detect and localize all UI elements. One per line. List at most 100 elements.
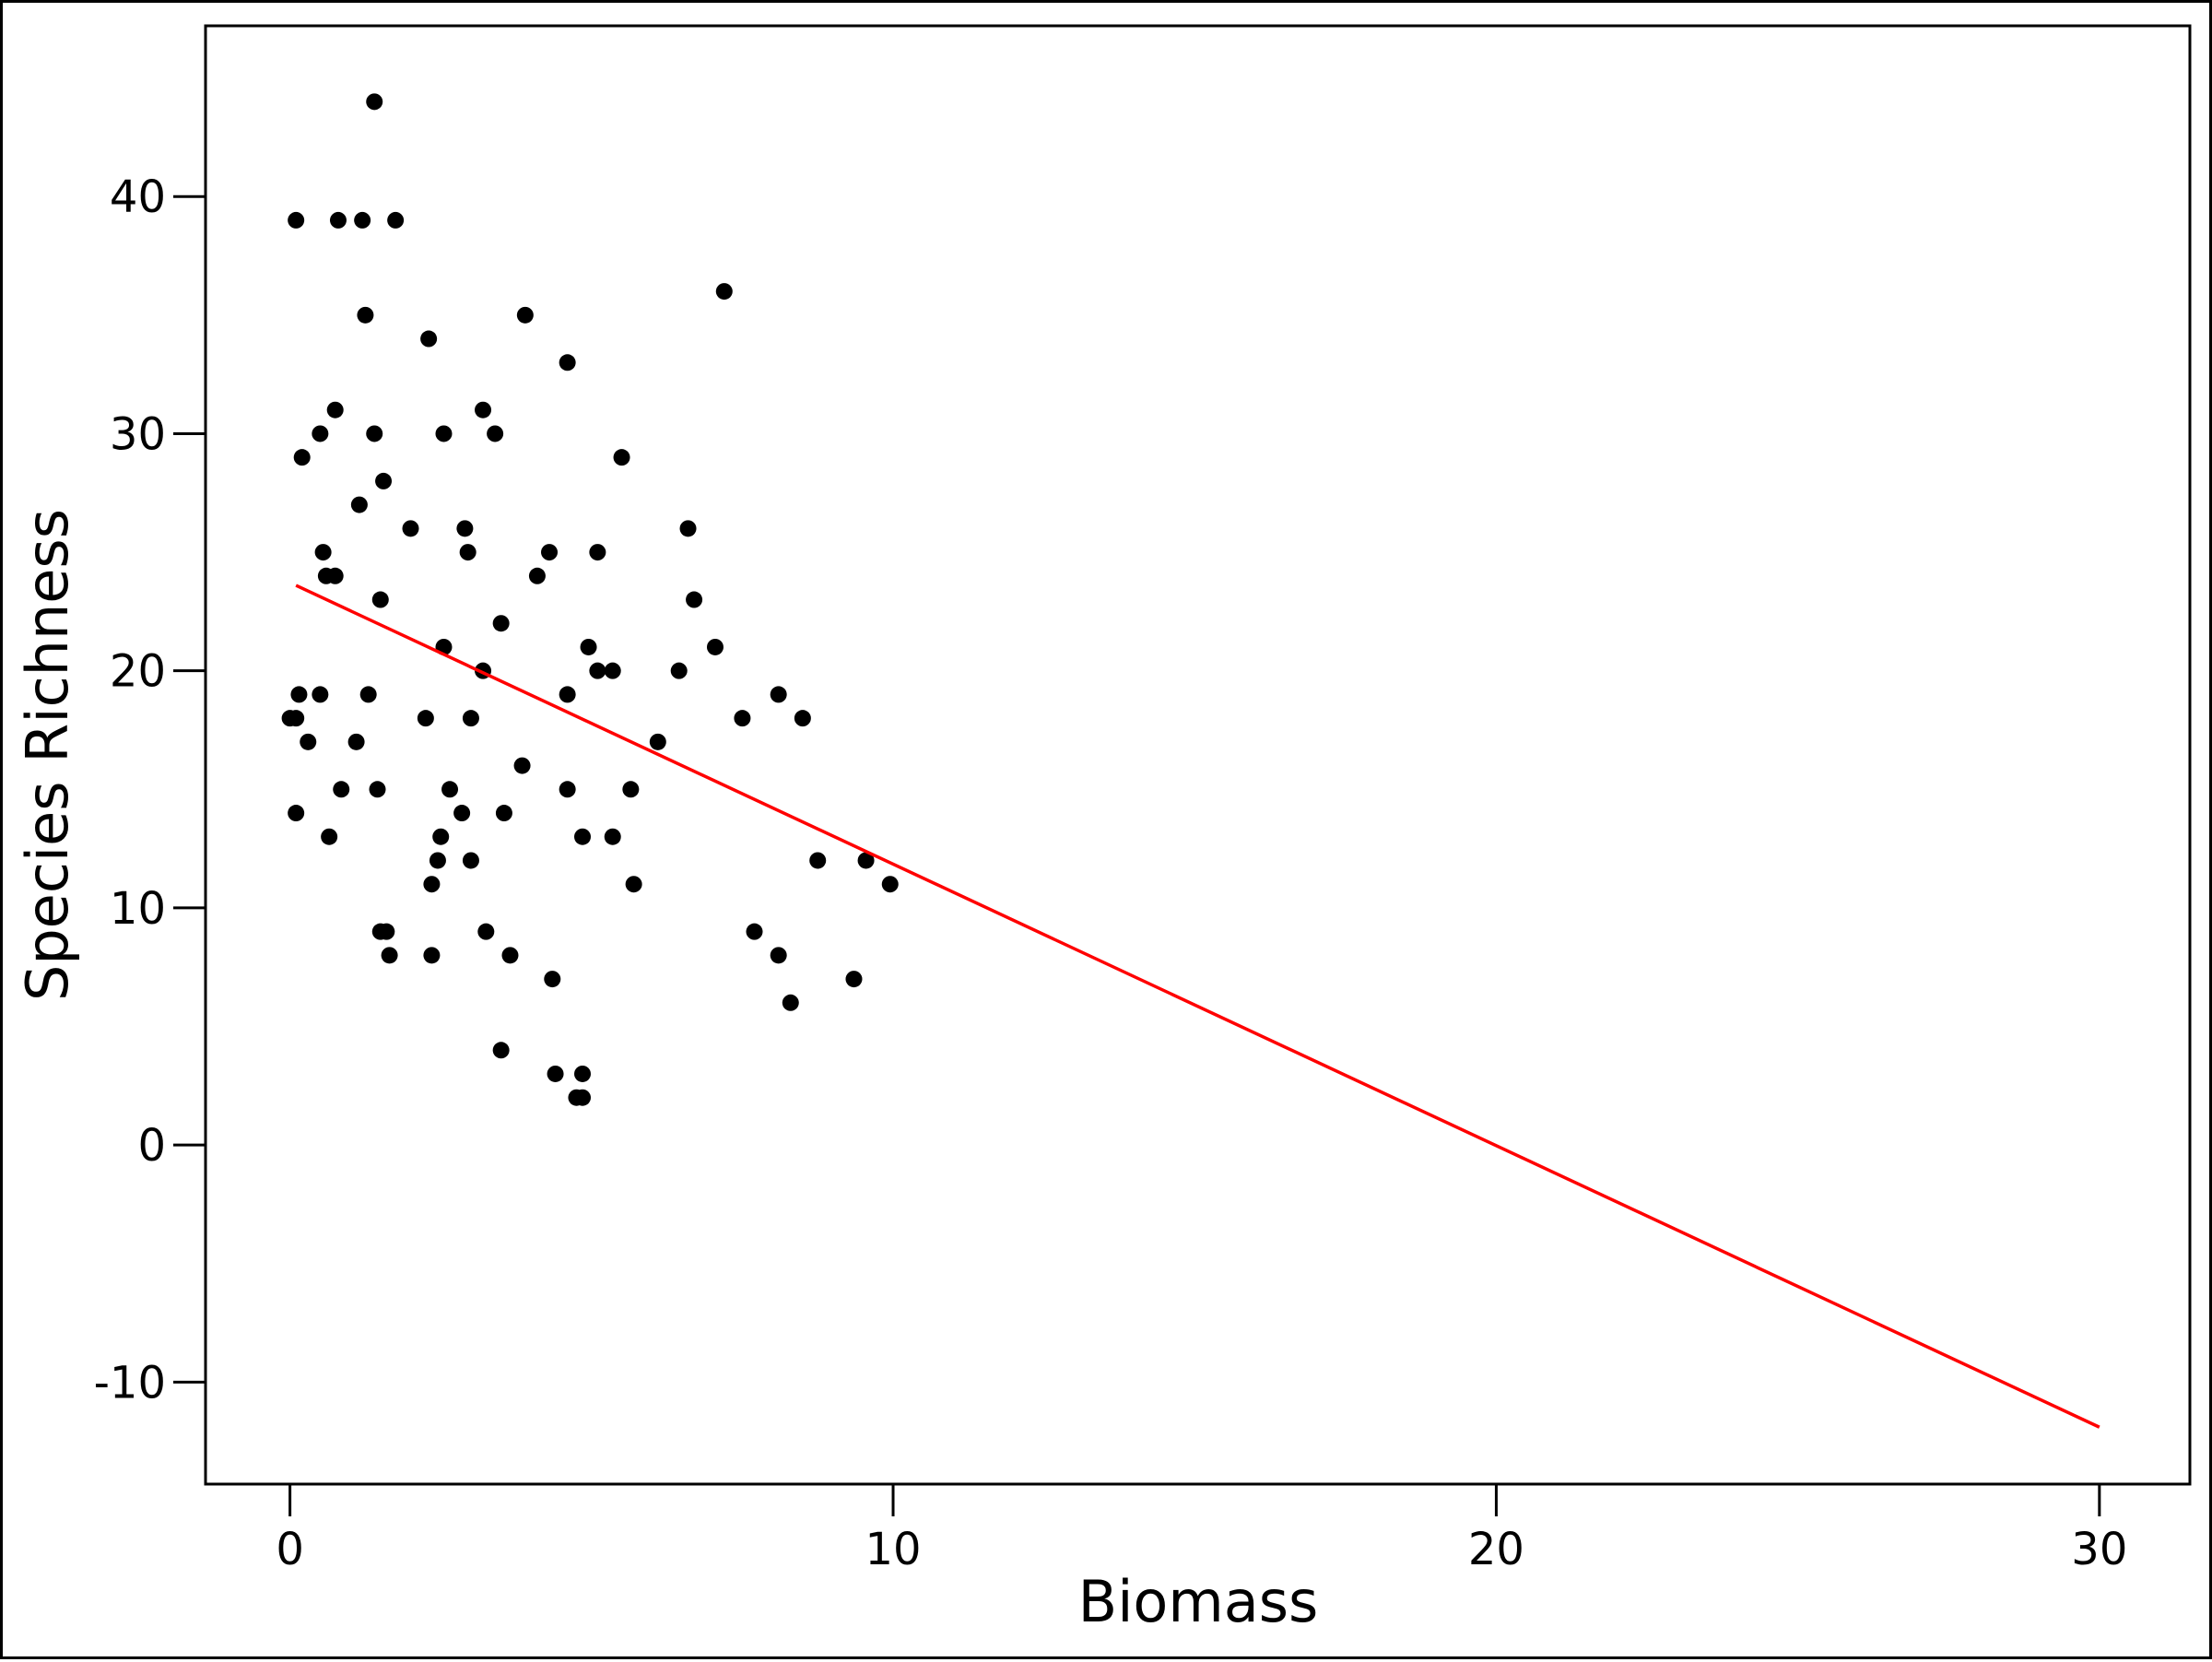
data-point bbox=[604, 662, 621, 679]
data-point bbox=[347, 733, 365, 750]
data-point bbox=[501, 947, 519, 964]
scatter-chart: -10 0 10 20 30 40 0 10 20 30 Biomass Species Ric… bbox=[14, 24, 2192, 1635]
data-point bbox=[378, 923, 395, 940]
y-tick-label: 40 bbox=[110, 171, 166, 223]
data-point bbox=[441, 781, 459, 798]
data-point bbox=[312, 686, 329, 703]
data-point bbox=[794, 710, 811, 727]
data-point bbox=[857, 852, 875, 869]
data-point bbox=[423, 876, 441, 893]
data-point bbox=[321, 828, 338, 845]
x-tick-label: 20 bbox=[1468, 1524, 1524, 1575]
regression-line-layer bbox=[295, 583, 2100, 1429]
data-point bbox=[290, 686, 308, 703]
y-axis-label: Species Richness bbox=[14, 509, 81, 1001]
data-point bbox=[516, 306, 534, 324]
y-tick-label: -10 bbox=[94, 1357, 166, 1409]
data-point bbox=[293, 449, 311, 466]
data-point bbox=[574, 828, 592, 845]
data-point bbox=[625, 876, 642, 893]
data-point bbox=[312, 425, 329, 442]
data-point bbox=[333, 781, 350, 798]
data-point bbox=[528, 567, 546, 584]
data-point bbox=[686, 591, 703, 608]
data-points bbox=[281, 93, 899, 1106]
data-point bbox=[559, 686, 576, 703]
data-point bbox=[366, 425, 383, 442]
data-point bbox=[544, 971, 561, 988]
x-tick-label: 30 bbox=[2071, 1524, 2127, 1575]
data-point bbox=[462, 852, 479, 869]
data-point bbox=[453, 805, 471, 822]
x-axis: 0 10 20 30 bbox=[276, 1484, 2127, 1575]
data-point bbox=[402, 520, 419, 537]
data-point bbox=[770, 686, 787, 703]
data-point bbox=[574, 1089, 592, 1106]
data-point bbox=[670, 662, 688, 679]
y-tick-label: 0 bbox=[137, 1120, 166, 1172]
data-point bbox=[314, 544, 332, 561]
data-point bbox=[357, 306, 374, 324]
data-point bbox=[456, 520, 474, 537]
data-point bbox=[420, 330, 438, 348]
data-point bbox=[492, 615, 510, 632]
y-tick-label: 10 bbox=[110, 883, 166, 935]
data-point bbox=[381, 947, 398, 964]
data-point bbox=[613, 449, 630, 466]
data-point bbox=[300, 733, 317, 750]
data-point bbox=[350, 496, 368, 513]
data-point bbox=[492, 1042, 510, 1059]
regression-line bbox=[295, 583, 2100, 1429]
data-point bbox=[589, 544, 606, 561]
x-axis-label: Biomass bbox=[1078, 1568, 1319, 1635]
data-point bbox=[547, 1065, 564, 1082]
data-point bbox=[329, 211, 347, 229]
plot-area-border bbox=[204, 24, 2192, 1486]
data-point bbox=[541, 544, 559, 561]
data-point bbox=[423, 947, 441, 964]
x-tick-label: 0 bbox=[276, 1524, 304, 1575]
data-point bbox=[881, 876, 899, 893]
data-point bbox=[574, 1065, 592, 1082]
data-point bbox=[326, 567, 344, 584]
data-point bbox=[354, 211, 371, 229]
data-point bbox=[770, 947, 787, 964]
data-point bbox=[387, 211, 405, 229]
data-point bbox=[495, 805, 512, 822]
data-point bbox=[366, 93, 383, 111]
data-point bbox=[288, 710, 305, 727]
data-point bbox=[432, 828, 450, 845]
data-point bbox=[845, 971, 863, 988]
data-point bbox=[580, 638, 597, 655]
data-point bbox=[371, 591, 389, 608]
data-point bbox=[734, 710, 751, 727]
data-point bbox=[435, 425, 453, 442]
data-point bbox=[375, 472, 393, 489]
data-point bbox=[475, 401, 492, 418]
y-axis: -10 0 10 20 30 40 bbox=[94, 171, 206, 1409]
x-tick-label: 10 bbox=[865, 1524, 921, 1575]
data-point bbox=[622, 781, 640, 798]
data-point bbox=[487, 425, 504, 442]
y-tick-label: 30 bbox=[110, 408, 166, 460]
data-point bbox=[369, 781, 386, 798]
data-point bbox=[477, 923, 495, 940]
data-point bbox=[559, 781, 576, 798]
data-point bbox=[746, 923, 763, 940]
data-point bbox=[326, 401, 344, 418]
data-point bbox=[429, 852, 446, 869]
data-point bbox=[417, 710, 434, 727]
data-point bbox=[359, 686, 377, 703]
data-point bbox=[604, 828, 621, 845]
data-point bbox=[715, 283, 733, 301]
data-point bbox=[679, 520, 697, 537]
data-point bbox=[809, 852, 827, 869]
y-tick-label: 20 bbox=[110, 646, 166, 698]
data-point bbox=[706, 638, 724, 655]
data-point bbox=[782, 994, 799, 1011]
data-point bbox=[559, 354, 576, 371]
data-point bbox=[462, 710, 479, 727]
data-point bbox=[649, 733, 666, 750]
data-point bbox=[288, 805, 305, 822]
